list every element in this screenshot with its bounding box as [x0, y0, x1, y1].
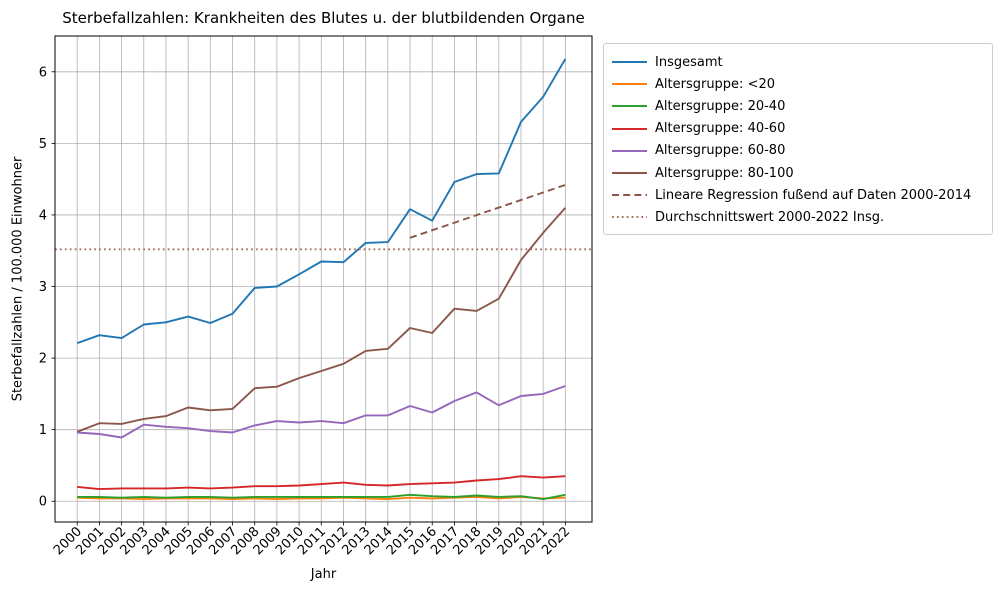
legend-item-6: Lineare Regression fußend auf Daten 2000… [612, 184, 984, 206]
legend-swatch-dotted [612, 216, 647, 219]
series-line-0 [76, 58, 567, 344]
y-tick-label: 6 [39, 65, 47, 80]
legend: Insgesamt Altersgruppe: <20 Altersgruppe: … [603, 43, 993, 235]
legend-item-0: Insgesamt [612, 51, 984, 73]
legend-label: Altersgruppe: 60-80 [655, 143, 786, 159]
y-tick-label: 0 [39, 495, 47, 510]
legend-item-2: Altersgruppe: 20-40 [612, 95, 984, 117]
legend-item-7: Durchschnittswert 2000-2022 Insg. [612, 206, 984, 228]
y-tick-label: 2 [39, 352, 47, 367]
series-line-5 [76, 207, 567, 433]
axes-spines [54, 35, 593, 523]
y-tick-label: 4 [39, 208, 47, 223]
legend-label: Lineare Regression fußend auf Daten 2000… [655, 187, 972, 203]
x-axis-label: Jahr [310, 567, 337, 582]
y-tick-label: 3 [39, 280, 47, 295]
legend-label: Insgesamt [655, 54, 723, 70]
series-line-3 [77, 475, 566, 491]
legend-swatch-dashed [612, 194, 647, 197]
legend-swatch-solid [612, 83, 647, 86]
legend-label: Durchschnittswert 2000-2022 Insg. [655, 209, 885, 225]
legend-label: Altersgruppe: <20 [655, 76, 776, 92]
legend-item-5: Altersgruppe: 80-100 [612, 162, 984, 184]
series-line-1 [77, 495, 566, 501]
legend-item-4: Altersgruppe: 60-80 [612, 140, 984, 162]
series-line-4 [77, 385, 566, 439]
y-tick-label: 1 [39, 423, 47, 438]
series-line-6 [409, 184, 566, 239]
legend-item-3: Altersgruppe: 40-60 [612, 118, 984, 140]
series-line-2 [77, 493, 566, 501]
legend-swatch-solid [612, 127, 647, 130]
legend-swatch-solid [612, 149, 647, 152]
legend-label: Altersgruppe: 80-100 [655, 165, 794, 181]
y-tick-label: 5 [39, 137, 47, 152]
legend-swatch-solid [612, 105, 647, 108]
chart-title: Sterbefallzahlen: Krankheiten des Blutes… [62, 9, 585, 27]
legend-item-1: Altersgruppe: <20 [612, 73, 984, 95]
legend-label: Altersgruppe: 20-40 [655, 98, 786, 114]
legend-swatch-solid [612, 61, 647, 64]
legend-label: Altersgruppe: 40-60 [655, 121, 786, 137]
legend-swatch-solid [612, 172, 647, 174]
